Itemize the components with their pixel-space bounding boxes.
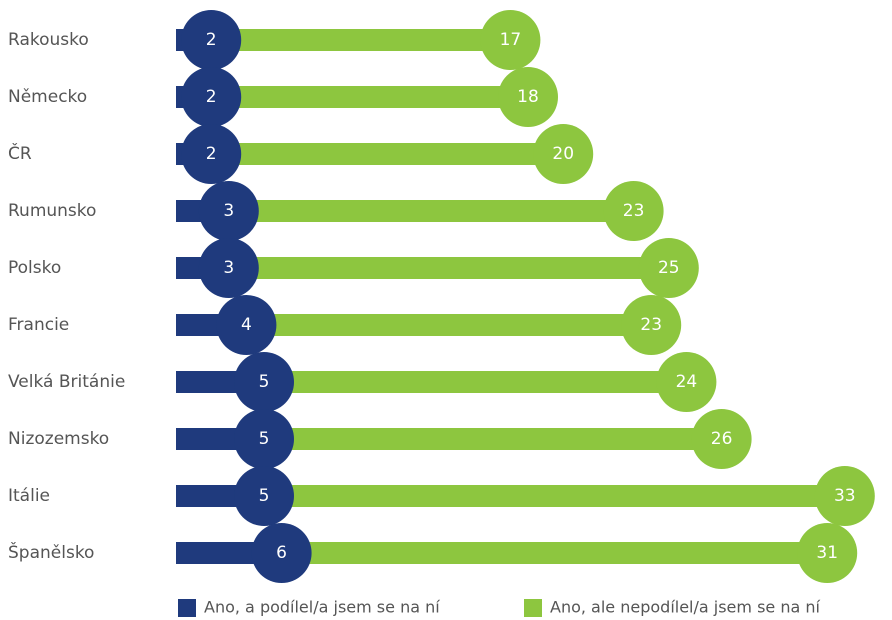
value-label: 2 [206,30,217,50]
category-label: Polsko [8,258,61,278]
category-label: ČR [8,142,32,164]
end-dot [181,124,242,184]
value-label: 33 [834,486,856,506]
end-dot [181,10,242,70]
value-label: 4 [241,315,252,335]
end-dot [198,181,259,241]
bar-segment [264,485,845,507]
bar-segment [281,542,828,564]
end-dot [198,238,259,298]
value-label: 17 [500,30,522,50]
legend-label: Ano, a podílel/a jsem se na ní [204,598,440,617]
end-dot [216,295,277,355]
end-dot [656,352,717,412]
end-dot [480,10,541,70]
end-dot [181,67,242,127]
value-label: 31 [816,543,838,563]
category-label: Rakousko [8,30,89,50]
end-dot [603,181,664,241]
category-label: Francie [8,315,69,335]
value-label: 18 [517,87,539,107]
value-label: 6 [276,543,287,563]
value-label: 23 [640,315,662,335]
value-label: 5 [259,429,270,449]
category-label: Velká Británie [8,372,125,392]
bar-segment [264,371,687,393]
value-label: 3 [223,258,234,278]
bar-segment [211,29,511,51]
end-dot [533,124,594,184]
end-dot [621,295,682,355]
bar-segment [211,143,564,165]
end-dot [691,409,752,469]
bar-segment [228,200,634,222]
category-label: Německo [8,87,87,107]
value-label: 26 [711,429,733,449]
value-label: 2 [206,144,217,164]
value-label: 24 [676,372,698,392]
end-dot [234,409,294,469]
legend-label: Ano, ale nepodílel/a jsem se na ní [550,598,821,617]
end-dot [234,352,294,412]
end-dot [797,523,858,583]
end-dot [638,238,699,298]
value-label: 25 [658,258,680,278]
category-label: Španělsko [8,541,94,563]
legend-swatch [524,599,542,617]
bar-segment [264,428,722,450]
value-label: 3 [223,201,234,221]
category-label: Rumunsko [8,201,96,221]
value-label: 23 [623,201,645,221]
legend-swatch [178,599,196,617]
category-label: Itálie [8,486,50,506]
end-dot [251,523,312,583]
value-label: 20 [552,144,574,164]
value-label: 5 [259,486,270,506]
value-label: 2 [206,87,217,107]
bar-segment [228,257,669,279]
bar-segment [211,86,528,108]
value-label: 5 [259,372,270,392]
end-dot [814,466,875,526]
category-label: Nizozemsko [8,429,109,449]
end-dot [234,466,294,526]
end-dot [498,67,558,127]
bar-segment [246,314,652,336]
